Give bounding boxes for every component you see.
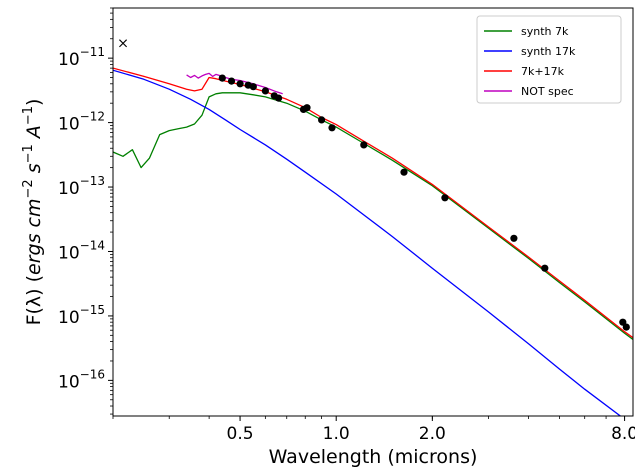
plot-clip-group bbox=[113, 39, 633, 416]
y-label-exp-s: −1 bbox=[21, 144, 36, 163]
plot-frame bbox=[112, 7, 634, 417]
y-label-suffix: ) bbox=[23, 99, 45, 106]
photometry-point bbox=[541, 264, 549, 272]
photometry-point bbox=[510, 234, 518, 242]
x-tick-label: 1.0 bbox=[323, 424, 350, 444]
x-axis-label: Wavelength (microns) bbox=[269, 446, 478, 468]
y-label-prefix: F(λ) ( bbox=[23, 275, 45, 325]
photometry-point bbox=[275, 94, 283, 102]
legend-label-synth-7k: synth 7k bbox=[521, 25, 569, 38]
x-tick-label: 2.0 bbox=[419, 424, 446, 444]
y-label-unit-s: s bbox=[23, 163, 45, 179]
photometry-point bbox=[360, 141, 368, 149]
plot-layer bbox=[113, 39, 633, 416]
photometry-point bbox=[328, 124, 336, 132]
legend-label-synth-17k: synth 17k bbox=[521, 45, 576, 58]
legend-label-7k-17k: 7k+17k bbox=[521, 65, 565, 78]
y-axis-label: F(λ) (ergs cm−2 s−1 A−1) bbox=[21, 99, 45, 326]
ticks-layer: 0.5 1.0 2.0 8.0 10−11 10−12 10−13 10−14 10−15 10−… bbox=[58, 7, 635, 444]
legend-label-not-spec: NOT spec bbox=[521, 85, 574, 98]
photometry-point bbox=[249, 83, 257, 91]
legend: synth 7k synth 17k 7k+17k NOT spec bbox=[476, 15, 622, 104]
y-tick-label: 10−13 bbox=[58, 174, 105, 199]
photometry-point bbox=[303, 104, 311, 112]
y-tick-label: 10−15 bbox=[58, 303, 105, 328]
y-tick-label: 10−14 bbox=[58, 238, 105, 263]
series-line-synth-7k bbox=[113, 92, 633, 341]
y-tick-label: 10−11 bbox=[58, 45, 105, 70]
series-line-synth-17k bbox=[113, 69, 622, 416]
y-tick-label: 10−16 bbox=[58, 367, 105, 392]
y-label-unit-ergs-cm: ergs cm bbox=[23, 199, 45, 275]
y-label-exp-cm: −2 bbox=[21, 179, 36, 198]
y-tick-label: 10−12 bbox=[58, 110, 105, 135]
photometry-point bbox=[441, 194, 449, 202]
series-line-not-spec bbox=[186, 72, 283, 95]
photometry-point bbox=[318, 116, 326, 124]
upper-limit-marker bbox=[119, 39, 128, 48]
legend-entries: synth 7k synth 17k 7k+17k NOT spec bbox=[484, 25, 576, 98]
photometry-point bbox=[227, 77, 236, 85]
photometry-point bbox=[236, 80, 244, 88]
y-label-unit-a: A bbox=[23, 125, 45, 144]
x-tick-label: 8.0 bbox=[611, 424, 635, 444]
series-line-7k-17k bbox=[113, 67, 633, 339]
y-label-exp-a: −1 bbox=[21, 106, 36, 125]
photometry-point bbox=[400, 168, 408, 176]
photometry-point bbox=[261, 87, 269, 95]
photometry-point bbox=[622, 323, 630, 331]
legend-box bbox=[476, 15, 622, 104]
x-tick-label: 0.5 bbox=[227, 424, 254, 444]
photometry-point bbox=[218, 74, 226, 82]
